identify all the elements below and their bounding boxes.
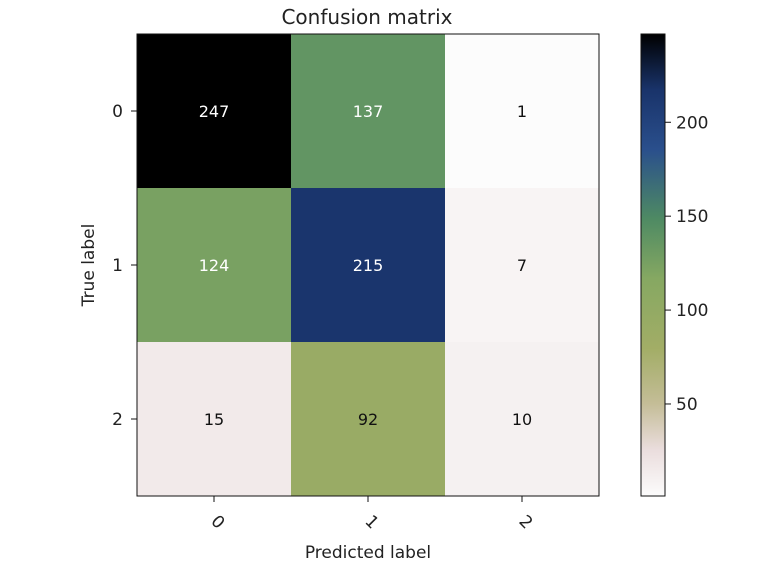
heatmap-cell (137, 188, 292, 343)
cell-value-label: 15 (204, 410, 224, 429)
chart-title: Confusion matrix (281, 5, 452, 29)
cell-value-label: 124 (199, 256, 230, 275)
heatmap-cell (137, 34, 292, 189)
cell-value-label: 92 (358, 410, 378, 429)
colorbar-tick-label: 150 (676, 207, 708, 227)
heatmap-cell (445, 188, 600, 343)
heatmap-cell (291, 34, 446, 189)
heatmap-cell (137, 342, 292, 497)
x-axis-ticks: 0 1 2 (207, 496, 537, 534)
cell-value-label: 10 (512, 410, 532, 429)
cell-value-label: 137 (353, 102, 384, 121)
y-axis-label: True label (79, 224, 99, 308)
cell-value-label: 7 (517, 256, 527, 275)
x-tick-label: 0 (207, 512, 229, 534)
heatmap-cell (445, 342, 600, 497)
y-tick-label: 1 (112, 256, 123, 276)
heatmap-cell (445, 34, 600, 189)
heatmap-cell (291, 342, 446, 497)
colorbar-tick-label: 100 (676, 301, 708, 321)
colorbar (640, 33, 666, 497)
colorbar-tick-label: 50 (676, 395, 698, 415)
cell-value-label: 215 (353, 256, 384, 275)
cell-value-label: 1 (517, 102, 527, 121)
x-axis-label: Predicted label (305, 543, 431, 563)
heatmap-cell (291, 188, 446, 343)
heatmap-cells: 247 137 1 124 215 7 15 92 10 (137, 34, 600, 497)
y-tick-label: 2 (112, 410, 123, 430)
colorbar-tick-label: 200 (676, 113, 708, 133)
x-tick-label: 2 (515, 512, 537, 534)
colorbar-ticks: 50 100 150 200 (665, 113, 708, 415)
x-tick-label: 1 (361, 512, 383, 534)
cell-value-label: 247 (199, 102, 230, 121)
y-tick-label: 0 (112, 102, 123, 122)
y-axis-ticks: 0 1 2 (112, 102, 137, 430)
